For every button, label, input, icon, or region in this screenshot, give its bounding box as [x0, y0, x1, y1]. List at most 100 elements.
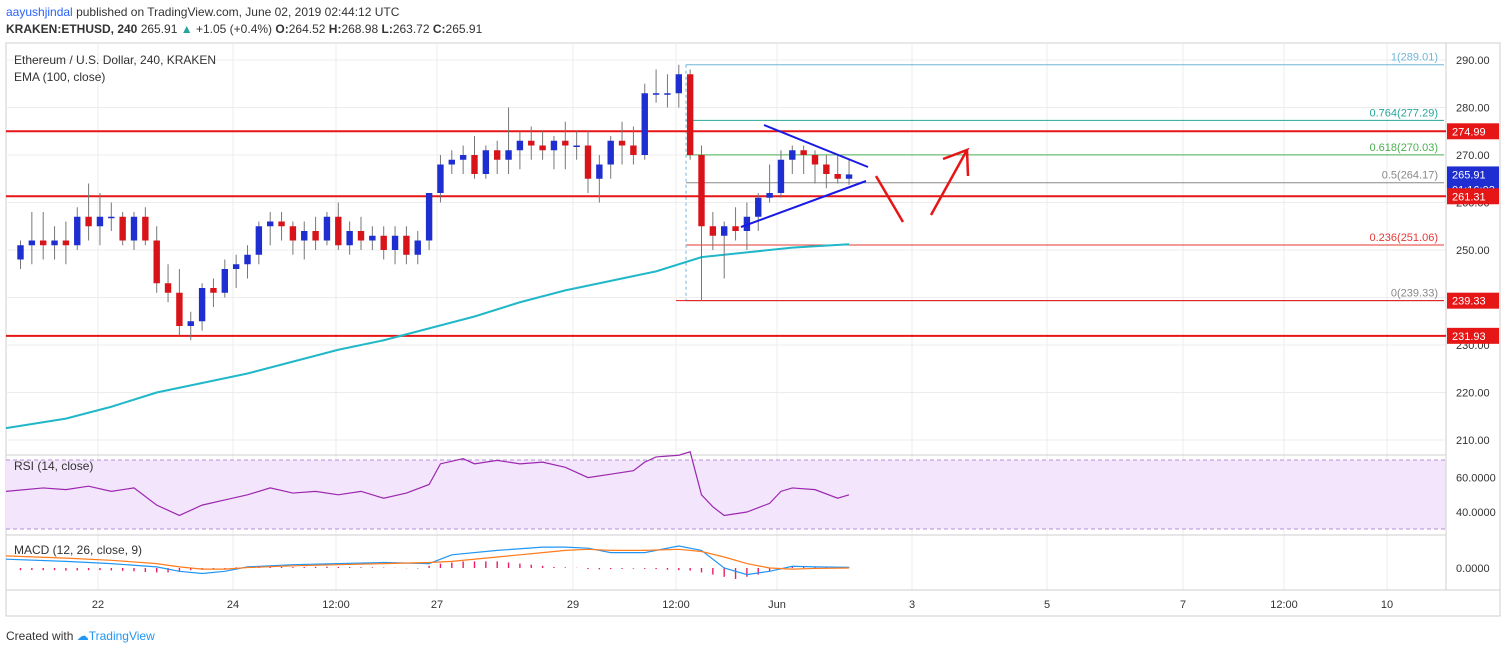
- candle-body: [686, 74, 694, 155]
- candle-body: [357, 231, 365, 241]
- macd-path: [5, 545, 850, 576]
- time-tick-label: 12:00: [322, 599, 350, 611]
- candle-body: [301, 231, 308, 241]
- fib-level-label: 0(239.33): [1391, 288, 1438, 300]
- candle-body: [414, 240, 421, 255]
- candle-body: [823, 164, 830, 174]
- candle-body: [437, 164, 444, 193]
- candle-body: [675, 74, 682, 94]
- candle-body: [834, 174, 841, 179]
- candle-body: [176, 292, 183, 326]
- time-tick-label: 22: [92, 599, 104, 611]
- candle-body: [459, 155, 467, 160]
- price-label-text: 265.91: [1452, 169, 1486, 181]
- open-value: 264.52: [288, 22, 326, 36]
- symbol-ohlc-bar: KRAKEN:ETHUSD, 240 265.91 ▲ +1.05 (+0.4%…: [6, 22, 482, 36]
- time-tick-label: 3: [909, 599, 915, 611]
- ema-legend: EMA (100, close): [14, 70, 105, 84]
- candle-body: [278, 221, 285, 227]
- candle-body: [267, 221, 274, 227]
- rsi-tick-label: 40.0000: [1456, 507, 1496, 519]
- price-label-box: [1447, 123, 1499, 140]
- candle-body: [312, 231, 319, 241]
- time-tick-label: 12:00: [1270, 599, 1298, 611]
- price-label-box: [1447, 166, 1499, 183]
- low-label: L:: [381, 22, 393, 36]
- candle-body: [448, 159, 455, 165]
- candle-body: [539, 145, 546, 151]
- candle-body: [323, 216, 331, 241]
- time-tick-label: Jun: [768, 599, 786, 611]
- candle-body: [562, 140, 569, 146]
- candle-body: [618, 140, 626, 146]
- publish-text: published on TradingView.com, June 02, 2…: [76, 5, 400, 19]
- drawings[interactable]: [740, 124, 970, 228]
- candle-body: [641, 93, 648, 155]
- candle-body: [732, 226, 739, 231]
- created-with-text: Created with: [6, 629, 74, 643]
- price-tick-label: 290.00: [1456, 55, 1490, 67]
- symbol-name: KRAKEN:ETHUSD, 240: [6, 22, 138, 36]
- time-tick-label: 29: [567, 599, 579, 611]
- down-arrow-path[interactable]: [874, 175, 905, 223]
- macd-tick-label: 0.0000: [1456, 563, 1490, 575]
- candle-body: [528, 140, 535, 146]
- candle-body: [505, 150, 512, 160]
- candle-body: [391, 235, 399, 250]
- high-label: H:: [328, 22, 342, 36]
- candle-body: [335, 216, 342, 246]
- candle-body: [40, 240, 47, 246]
- resistance-lines[interactable]: [6, 130, 1446, 337]
- candle-body: [96, 216, 104, 227]
- candle-body: [119, 216, 126, 241]
- high-value: 268.98: [341, 22, 379, 36]
- price-change: +1.05 (+0.4%): [195, 22, 273, 36]
- candle-body: [777, 159, 785, 193]
- tradingview-brand[interactable]: TradingView: [88, 629, 155, 643]
- macd-legend: MACD (12, 26, close, 9): [14, 543, 142, 557]
- fib-level-label: 0.236(251.06): [1370, 232, 1439, 244]
- macd-signal-path: [5, 548, 850, 570]
- fib-level-label: 0.764(277.29): [1370, 107, 1439, 119]
- price-label-box: [1447, 292, 1499, 309]
- candle-body: [28, 240, 36, 246]
- candle-body: [573, 145, 580, 147]
- time-tick-label: 12:00: [662, 599, 690, 611]
- candle-body: [766, 193, 773, 198]
- candle-body: [380, 235, 387, 250]
- price-label-text: 231.93: [1452, 331, 1486, 343]
- low-value: 263.72: [392, 22, 430, 36]
- price-tick-label: 210.00: [1456, 435, 1490, 447]
- price-label-text: 274.99: [1452, 126, 1486, 138]
- candle-body: [17, 245, 24, 260]
- candles: [17, 64, 853, 341]
- author-link[interactable]: aayushjindal: [6, 5, 73, 19]
- candle-body: [198, 288, 206, 322]
- time-tick-label: 7: [1180, 599, 1186, 611]
- time-tick-label: 27: [431, 599, 443, 611]
- candle-body: [755, 197, 762, 217]
- candle-body: [425, 193, 433, 241]
- fib-level-label: 1(289.01): [1391, 52, 1438, 64]
- candle-body: [584, 145, 592, 179]
- up-arrow-icon[interactable]: [929, 147, 970, 216]
- fib-level-label: 0.618(270.03): [1370, 142, 1439, 154]
- chart-frame: [5, 42, 1501, 617]
- candle-body: [721, 226, 728, 236]
- candle-body: [471, 155, 478, 174]
- triangle-lower-trendline[interactable]: [740, 180, 867, 228]
- time-tick-label: 24: [227, 599, 239, 611]
- rsi-line: [5, 451, 850, 517]
- open-label: O:: [275, 22, 289, 36]
- price-label-text: 261.31: [1452, 191, 1486, 203]
- time-tick-label: 5: [1044, 599, 1050, 611]
- fibonacci-retracement[interactable]: 1(289.01) 0.764(277.29) 0.618(270.03) 0.5(2…: [676, 52, 1444, 302]
- candle-body: [108, 216, 115, 219]
- candle-body: [630, 145, 637, 155]
- fib-level-label: 0.5(264.17): [1382, 170, 1438, 182]
- change-up-icon: ▲: [180, 22, 193, 36]
- candle-body: [51, 240, 58, 246]
- triangle-upper-trendline[interactable]: [763, 124, 869, 168]
- candle-body: [845, 174, 853, 179]
